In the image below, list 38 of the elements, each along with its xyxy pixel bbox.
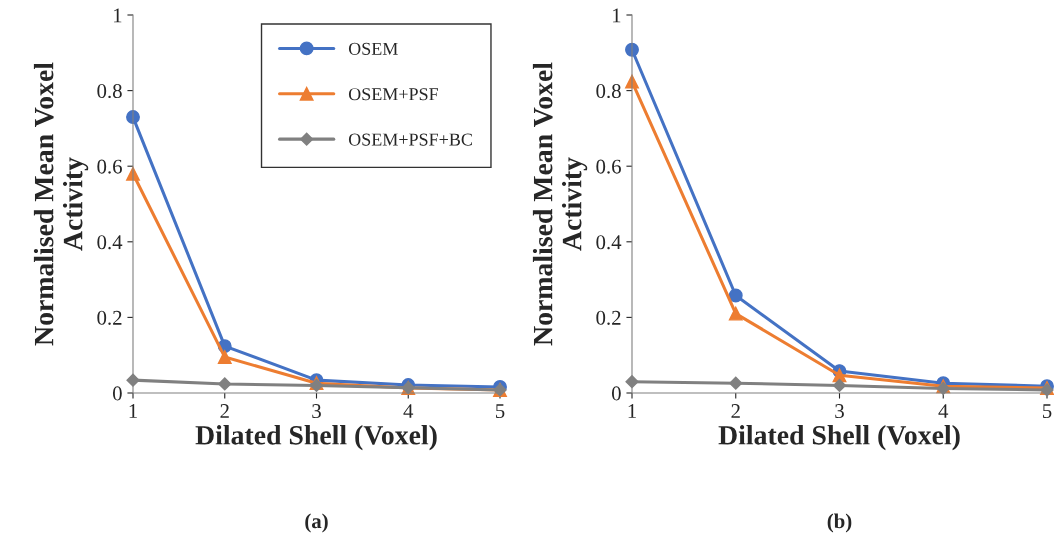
point	[728, 306, 743, 321]
x-tick-label: 3	[835, 404, 844, 419]
y-tick-label: 0	[611, 386, 621, 401]
point	[218, 377, 232, 391]
text: (a)	[305, 513, 328, 533]
legend-label: OSEM	[348, 42, 398, 55]
x-tick-label: 4	[938, 404, 949, 418]
y-tick-label: 0.8	[596, 83, 621, 99]
legend-label: OSEM+PSF	[348, 88, 438, 101]
y-tick-label: 0.2	[596, 310, 621, 325]
point	[832, 378, 847, 393]
text: (b)	[827, 513, 852, 533]
y-tick-label: 0.4	[596, 235, 622, 250]
y-tick-label: 1	[613, 8, 621, 23]
y-axis-title: Normalised Mean Voxel Activity	[532, 62, 588, 346]
x-axis-title: Dilated Shell (Voxel)	[195, 425, 437, 451]
y-tick-label: 0.2	[97, 310, 122, 325]
point	[832, 368, 847, 383]
y-tick-label: 0.6	[596, 159, 621, 174]
x-tick-label: 4	[403, 404, 414, 418]
legend-label: OSEM+PSF+BC	[348, 133, 472, 146]
y-tick-label: 0.4	[97, 235, 123, 250]
y-tick-label: 0.8	[97, 83, 122, 99]
y-tick-label: 1	[114, 8, 122, 23]
x-axis-title: Dilated Shell (Voxel)	[718, 425, 960, 451]
y-axis-title: Normalised Mean Voxel Activity	[33, 62, 89, 346]
x-tick-label: 5	[496, 404, 505, 419]
point	[728, 288, 743, 303]
x-tick-label: 2	[220, 404, 229, 418]
x-tick-label: 1	[129, 404, 137, 418]
x-tick-label: 2	[731, 404, 740, 418]
x-tick-label: 1	[628, 404, 636, 418]
point	[217, 350, 232, 365]
y-tick-label: 0	[112, 386, 122, 401]
point	[729, 376, 743, 390]
y-tick-label: 0.6	[97, 159, 122, 174]
x-tick-label: 3	[312, 404, 321, 419]
x-tick-label: 5	[1043, 404, 1052, 419]
